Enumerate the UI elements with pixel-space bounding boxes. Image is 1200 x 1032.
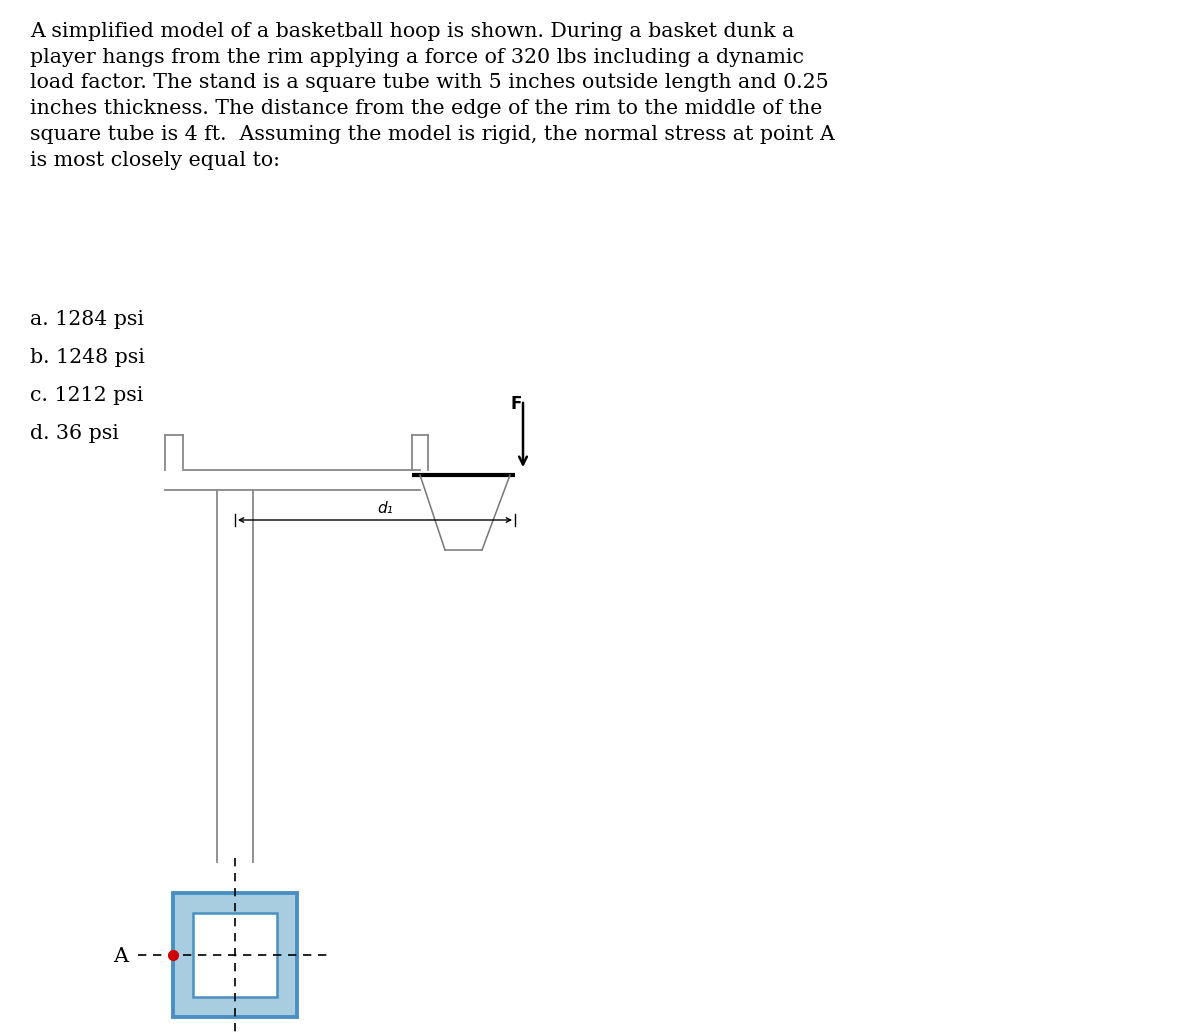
Bar	[173, 893, 298, 1017]
Text: F: F	[511, 395, 522, 413]
Text: a. 1284 psi: a. 1284 psi	[30, 310, 144, 329]
Bar	[193, 913, 277, 997]
Text: A simplified model of a basketball hoop is shown. During a basket dunk a
player : A simplified model of a basketball hoop …	[30, 22, 835, 169]
Text: b. 1248 psi: b. 1248 psi	[30, 348, 145, 367]
Text: d₁: d₁	[377, 501, 392, 516]
Text: A: A	[113, 947, 128, 966]
Text: c. 1212 psi: c. 1212 psi	[30, 386, 143, 405]
Text: d. 36 psi: d. 36 psi	[30, 424, 119, 443]
